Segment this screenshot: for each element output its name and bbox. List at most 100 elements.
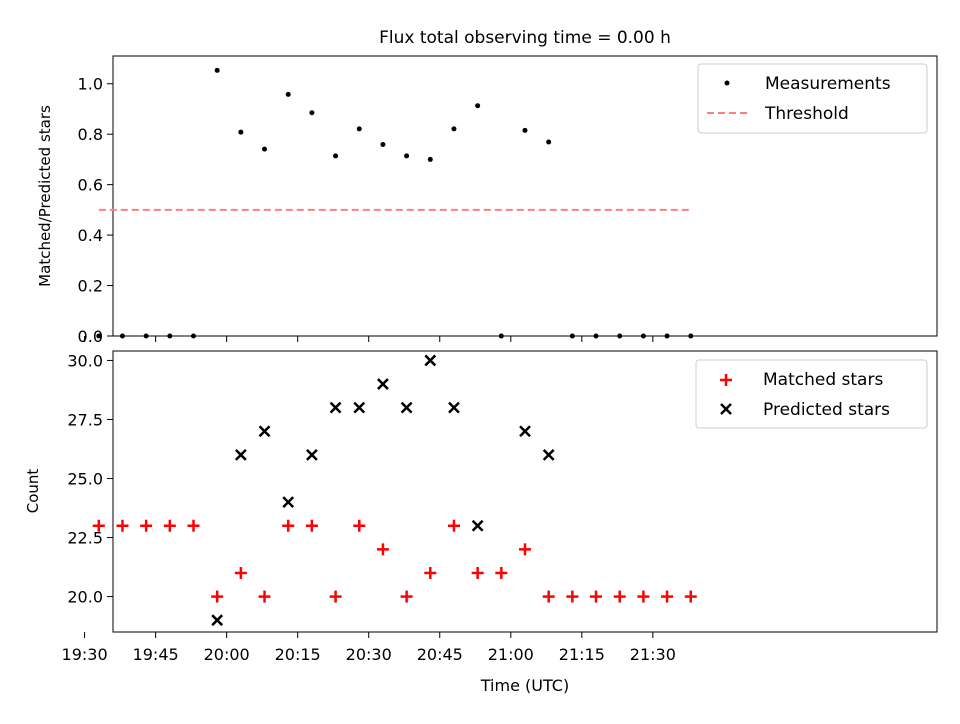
measurement-point: [569, 333, 575, 339]
top-ytick-label: 0.2: [78, 277, 103, 296]
measurement-point: [593, 333, 599, 339]
bottom-legend-box: [695, 359, 928, 429]
bottom-y-ticks: 20.0 22.5 25.0 27.5 30.0: [67, 351, 113, 607]
bottom-xtick-label: 20:00: [204, 645, 250, 664]
predicted-star-point: [448, 401, 460, 414]
matched-star-point: [140, 519, 153, 532]
measurement-point: [688, 333, 694, 339]
bottom-x-ticks: 19:30 19:45 20:00 20:15 20:30 20:45 21:00 21:15…: [62, 632, 676, 664]
top-ytick-label: 0.8: [78, 125, 103, 144]
matched-star-point: [234, 566, 247, 579]
matched-star-point: [471, 566, 484, 579]
matched-star-point: [590, 590, 603, 603]
matched-star-point: [258, 590, 271, 603]
matched-star-point: [613, 590, 626, 603]
legend-matched-label: Matched stars: [763, 370, 883, 390]
bottom-xlabel: Time (UTC): [480, 676, 569, 695]
legend-predicted-label: Predicted stars: [763, 400, 890, 420]
bottom-ytick-label: 20.0: [67, 588, 103, 607]
predicted-star-point: [542, 449, 555, 461]
top-legend: Measurements Threshold: [697, 63, 928, 134]
matched-star-point: [305, 519, 318, 532]
top-panel: 0.0 0.2 0.4 0.6 0.8 1.0 Matched/Predicted sta…: [36, 55, 938, 346]
top-ytick-label: 0.0: [78, 327, 103, 346]
top-ytick-label: 0.4: [78, 226, 103, 245]
bottom-legend: Matched stars Predicted stars: [695, 359, 928, 429]
bottom-ytick-label: 25.0: [67, 470, 103, 489]
matched-star-point: [116, 519, 129, 532]
chart-title: Flux total observing time = 0.00 h: [379, 28, 671, 48]
measurement-point: [380, 142, 386, 148]
measurement-point: [404, 153, 410, 159]
matched-star-point: [376, 543, 389, 556]
bottom-xtick-label: 21:30: [630, 645, 676, 664]
top-legend-box: [697, 63, 928, 134]
matched-star-point: [400, 590, 413, 603]
measurement-point: [285, 91, 291, 97]
matched-star-point: [163, 519, 176, 532]
matched-star-point: [637, 590, 650, 603]
top-axes-frame: [112, 55, 938, 337]
predicted-star-point: [471, 519, 484, 532]
matched-star-point: [519, 543, 531, 556]
predicted-star-point: [519, 425, 531, 438]
measurement-point: [498, 333, 504, 339]
measurement-point: [262, 146, 268, 152]
measurement-point: [475, 103, 481, 109]
bottom-panel: 20.0 22.5 25.0 27.5 30.0 19:30 19:45 20:00 20:1…: [24, 350, 938, 695]
bottom-xtick-label: 20:15: [275, 645, 321, 664]
legend-threshold-label: Threshold: [764, 104, 849, 124]
predicted-star-point: [424, 354, 437, 367]
matched-star-point: [282, 519, 295, 532]
matched-star-point: [92, 519, 105, 532]
legend-matched-marker: [720, 374, 732, 386]
predicted-star-point: [353, 401, 366, 414]
top-x-ticks: [84, 336, 654, 342]
measurement-point: [640, 333, 646, 339]
bottom-xtick-label: 20:30: [346, 645, 392, 664]
matched-star-point: [211, 590, 224, 603]
predicted-star-point: [400, 401, 413, 414]
matched-star-point: [424, 566, 437, 579]
top-ytick-label: 0.6: [78, 176, 103, 195]
bottom-xtick-label: 19:30: [62, 645, 108, 664]
measurement-point: [427, 156, 433, 162]
bottom-axes-frame: [112, 350, 938, 633]
top-y-ticks: 0.0 0.2 0.4 0.6 0.8 1.0: [78, 75, 113, 346]
measurement-point: [356, 126, 362, 132]
measurement-point: [309, 110, 315, 116]
top-ylabel: Matched/Predicted stars: [36, 105, 54, 287]
predicted-star-point: [282, 496, 295, 509]
predicted-star-point: [234, 449, 247, 461]
measurement-point: [664, 333, 670, 339]
measurement-point: [191, 333, 197, 339]
measurement-point: [119, 333, 125, 339]
measurement-point: [214, 67, 220, 73]
bottom-xtick-label: 19:45: [133, 645, 179, 664]
bottom-xtick-label: 21:15: [559, 645, 605, 664]
measurement-point: [451, 126, 457, 132]
predicted-star-point: [377, 378, 389, 390]
bottom-ylabel: Count: [24, 469, 42, 514]
measurement-point: [167, 333, 173, 339]
bottom-xtick-label: 20:45: [417, 645, 463, 664]
measurement-point: [96, 333, 102, 339]
matched-star-point: [353, 519, 366, 532]
measurement-point: [333, 153, 339, 159]
predicted-star-point: [258, 425, 271, 438]
matched-star-point: [329, 590, 342, 603]
count-points: [92, 354, 697, 627]
measurement-point: [238, 129, 244, 135]
bottom-ytick-label: 30.0: [67, 351, 103, 370]
matched-star-point: [566, 590, 579, 603]
matched-star-point: [684, 590, 697, 603]
legend-measurements-label: Measurements: [765, 74, 891, 94]
matched-star-point: [661, 590, 674, 603]
predicted-star-point: [306, 449, 318, 461]
legend-predicted-marker: [720, 403, 732, 415]
predicted-star-point: [211, 614, 224, 627]
measurement-point: [617, 333, 623, 339]
bottom-xtick-label: 21:00: [488, 645, 534, 664]
bottom-ytick-label: 22.5: [67, 529, 103, 548]
